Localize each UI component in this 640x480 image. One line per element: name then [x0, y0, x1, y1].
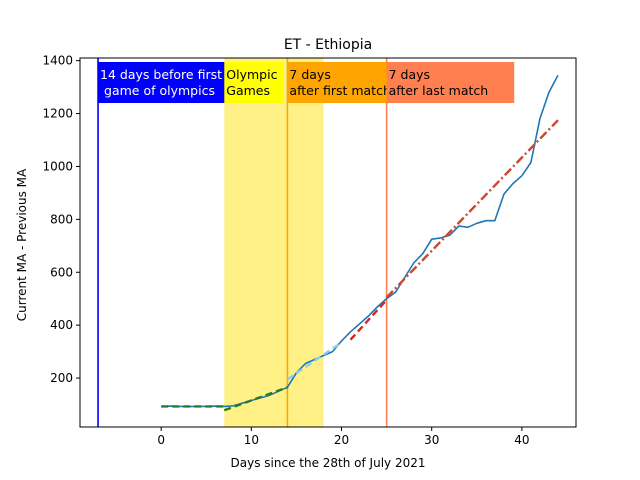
y-tick-label-3: 800 [50, 212, 73, 226]
annotation-text-1-0: Olympic [226, 67, 277, 82]
plot-frame [79, 57, 577, 428]
x-axis-label: Days since the 28th of July 2021 [231, 456, 426, 470]
x-tick-label-3: 30 [424, 433, 439, 447]
series-line-2 [223, 386, 288, 412]
series-line-5 [385, 119, 559, 299]
annotation-box-1 [224, 62, 284, 103]
shaded-region-0 [224, 58, 324, 427]
x-tick-label-0: 0 [157, 433, 165, 447]
y-tick-label-2: 600 [50, 265, 73, 279]
y-tick-label-1: 400 [50, 318, 73, 332]
annotation-text-3-1: after last match [389, 83, 489, 98]
series-line-4 [349, 299, 388, 341]
x-tick-label-4: 40 [514, 433, 529, 447]
chart-title: ET - Ethiopia [284, 37, 372, 53]
y-tick-label-4: 1000 [42, 159, 73, 173]
y-axis-label: Current MA - Previous MA [15, 168, 29, 321]
y-tick-label-6: 1400 [42, 54, 73, 68]
x-tick-label-1: 10 [244, 433, 259, 447]
annotation-text-0-0: 14 days before first [100, 67, 222, 82]
x-tick-label-2: 20 [334, 433, 349, 447]
annotation-text-2-1: after first match [289, 83, 390, 98]
y-tick-label-0: 200 [50, 371, 73, 385]
series-line-0 [161, 74, 559, 408]
annotation-text-3-0: 7 days [389, 67, 430, 82]
annotation-box-3 [386, 62, 515, 103]
annotation-text-0-1: game of olympics [104, 83, 215, 98]
annotation-text-1-1: Games [226, 83, 270, 98]
annotation-text-2-0: 7 days [289, 67, 330, 82]
y-tick-label-5: 1200 [42, 107, 73, 121]
